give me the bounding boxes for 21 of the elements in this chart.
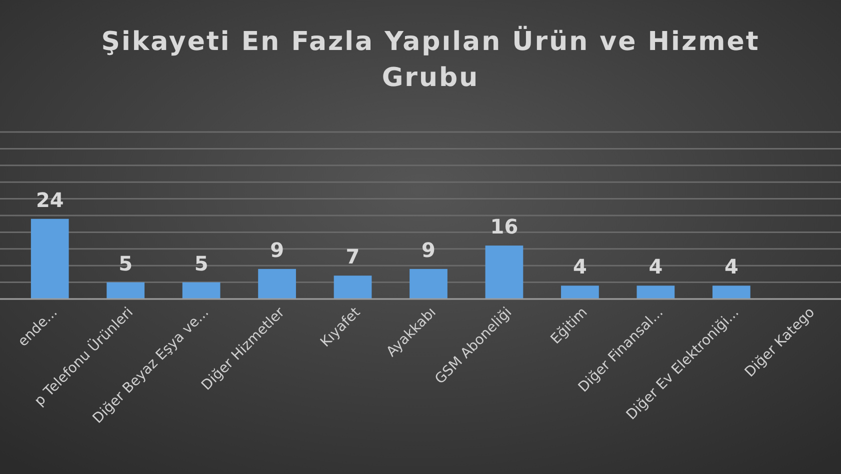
bar bbox=[712, 286, 750, 299]
bar bbox=[636, 286, 675, 299]
data-label: 4 bbox=[572, 254, 587, 279]
bar bbox=[106, 282, 145, 299]
data-label: 9 bbox=[422, 238, 436, 262]
bar bbox=[410, 268, 448, 299]
bar bbox=[182, 282, 220, 299]
bar bbox=[30, 218, 69, 299]
data-label: 9 bbox=[270, 238, 284, 262]
chart-title: Şikayeti En Fazla Yapılan Ürün ve Hizmet Grubu bbox=[101, 25, 760, 93]
data-label: 5 bbox=[194, 251, 208, 276]
bar bbox=[561, 286, 599, 299]
data-label: 5 bbox=[118, 251, 133, 276]
data-label: 4 bbox=[648, 254, 663, 279]
bar bbox=[334, 276, 372, 299]
bar bbox=[258, 268, 296, 299]
data-label: 24 bbox=[36, 188, 64, 212]
data-label: 4 bbox=[724, 254, 738, 279]
data-label: 16 bbox=[490, 214, 518, 239]
bar bbox=[485, 246, 524, 299]
data-label: 7 bbox=[346, 244, 360, 269]
